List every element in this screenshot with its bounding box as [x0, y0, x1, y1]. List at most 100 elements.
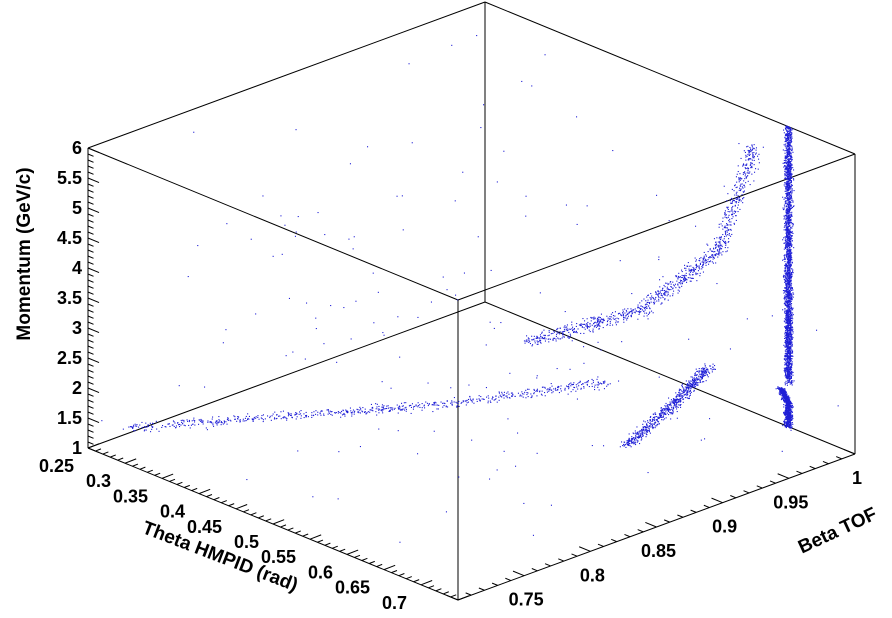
scatter-point — [627, 440, 629, 442]
scatter-point — [788, 209, 790, 211]
scatter-point — [692, 380, 694, 382]
scatter-point — [784, 254, 786, 256]
scatter-point — [786, 316, 788, 318]
scatter-point — [733, 210, 735, 212]
scatter-point — [544, 334, 546, 336]
scatter-point — [738, 177, 740, 179]
scatter-point — [789, 231, 791, 233]
scatter-point — [635, 435, 637, 437]
scatter-point — [787, 237, 789, 239]
scatter-point — [718, 223, 720, 225]
scatter-point — [789, 334, 791, 336]
scatter-point — [686, 387, 688, 389]
scatter-point — [627, 308, 629, 310]
scatter-point — [790, 170, 792, 172]
scatter-point — [675, 396, 677, 398]
scatter-point — [784, 266, 786, 268]
scatter-point — [753, 148, 755, 150]
scatter-point — [788, 337, 790, 339]
scatter-point — [788, 202, 790, 204]
scatter-point — [786, 377, 788, 379]
scatter-point — [789, 383, 791, 385]
scatter-point — [713, 256, 715, 258]
scatter-point — [788, 360, 790, 362]
scatter-point — [739, 199, 741, 201]
scatter-point — [787, 321, 789, 323]
scatter-point — [785, 200, 787, 202]
scatter-point — [738, 201, 740, 203]
scatter-point — [786, 178, 788, 180]
scatter-point — [653, 426, 655, 428]
scatter-point — [791, 361, 793, 363]
scatter-point — [747, 169, 749, 171]
scatter-point — [785, 417, 787, 419]
scatter-point — [678, 392, 680, 394]
scatter-point — [785, 343, 787, 345]
scatter-point — [785, 283, 787, 285]
scatter-point — [649, 425, 651, 427]
scatter-point — [707, 376, 709, 378]
scatter-point — [649, 422, 651, 424]
scatter-point — [658, 417, 660, 419]
scatter-point — [791, 188, 793, 190]
scatter-point — [680, 404, 682, 406]
scatter-point — [787, 355, 789, 357]
scatter-point — [702, 265, 704, 267]
scatter-point — [782, 398, 784, 400]
scatter-point — [790, 244, 792, 246]
scatter-point — [788, 273, 790, 275]
scatter-point — [676, 275, 678, 277]
scatter-point — [789, 424, 791, 426]
scatter-point — [663, 413, 665, 415]
scatter-point — [651, 418, 653, 420]
scatter-point — [789, 250, 791, 252]
scatter-point — [787, 293, 789, 295]
scatter-point — [720, 237, 722, 239]
scatter-point — [697, 384, 699, 386]
scatter-point — [786, 235, 788, 237]
scatter-point — [719, 243, 721, 245]
scatter-point — [781, 395, 783, 397]
scatter-point — [783, 320, 785, 322]
scatter-point — [789, 265, 791, 267]
scatter-point — [790, 191, 792, 193]
scatter-point — [789, 369, 791, 371]
scatter-point — [673, 400, 675, 402]
scatter-point — [682, 278, 684, 280]
scatter-point — [787, 344, 789, 346]
scatter-point — [730, 221, 732, 223]
scatter-point — [789, 381, 791, 383]
scatter-point — [702, 261, 704, 263]
scatter-point — [736, 201, 738, 203]
scatter-point — [628, 444, 630, 446]
scatter-point — [562, 334, 564, 336]
scatter-point — [790, 140, 792, 142]
scatter-point — [786, 228, 788, 230]
scatter-point — [790, 309, 792, 311]
scatter-point — [691, 384, 693, 386]
scatter-point — [786, 261, 788, 263]
scatter-point — [649, 308, 651, 310]
scatter-point — [786, 168, 788, 170]
scatter-point — [543, 329, 545, 331]
scatter-point — [786, 350, 788, 352]
scatter-point — [735, 202, 737, 204]
scatter-point — [793, 169, 795, 171]
scatter-point — [787, 273, 789, 275]
scatter-point — [789, 222, 791, 224]
scatter-point — [789, 222, 791, 224]
scatter-point — [788, 276, 790, 278]
scatter-point — [787, 258, 789, 260]
scatter-point — [784, 162, 786, 164]
scatter-point — [784, 341, 786, 343]
scatter-point — [791, 150, 793, 152]
scatter-point — [633, 439, 635, 441]
scatter-point — [552, 332, 554, 334]
scatter-point — [785, 167, 787, 169]
scatter-point — [784, 359, 786, 361]
scatter-point — [687, 387, 689, 389]
scatter-point — [785, 427, 787, 429]
scatter-point — [789, 174, 791, 176]
scatter-point — [791, 173, 793, 175]
scatter-point — [784, 396, 786, 398]
